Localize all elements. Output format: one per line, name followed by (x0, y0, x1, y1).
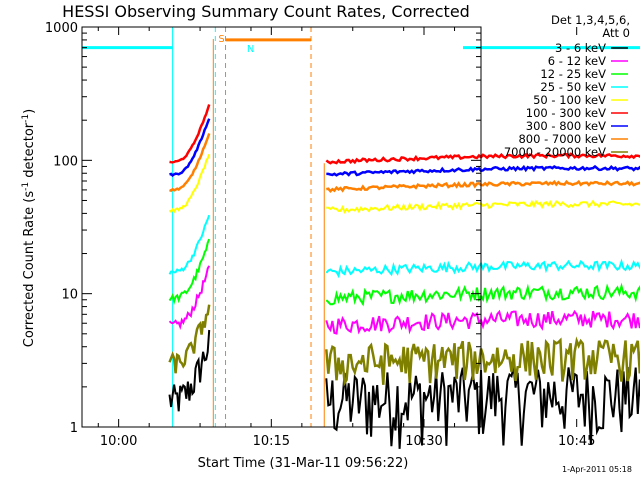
series-line-300to800kev (326, 164, 640, 177)
plot-frame (81, 26, 482, 428)
legend-label: 6 - 12 keV (548, 54, 606, 68)
legend-label: 25 - 50 keV (540, 80, 606, 94)
series-line-50to100kev-pre (168, 154, 211, 214)
y-tick-label: 1 (70, 421, 78, 436)
footer-date: 1-Apr-2011 05:18 (562, 465, 632, 474)
x-tick-label: 10:15 (253, 434, 290, 449)
legend-label: 7000 - 20000 keV (504, 145, 606, 159)
series-line-6to12kev-pre (168, 265, 211, 330)
series-line-3to6kev-pre (168, 329, 211, 412)
series-line-100to300kev (325, 152, 640, 165)
y-tick-label: 1000 (45, 21, 78, 36)
y-tick-label: 100 (53, 154, 78, 169)
legend-label: 100 - 300 keV (526, 106, 606, 120)
legend-label: 50 - 100 keV (533, 93, 606, 107)
saa-label: S (218, 34, 224, 45)
legend-header-line-1: Det 1,3,4,5,6, (551, 13, 630, 27)
series-line-25to50kev-pre (168, 214, 211, 275)
y-axis: 1 10 100 1000 (45, 21, 481, 436)
legend-label: 800 - 7000 keV (518, 132, 606, 146)
night-label: N (247, 44, 254, 55)
series-line-50to100kev (326, 199, 640, 214)
y-tick-label: 10 (61, 288, 78, 303)
legend-label: 12 - 25 keV (540, 67, 606, 81)
series-line-7000to20000kev-pre (168, 304, 211, 374)
series-line-100to300kev-pre (169, 104, 211, 164)
y-axis-label: Corrected Count Rate (s-1 detector-1) (21, 109, 37, 347)
x-tick-label: 10:45 (558, 434, 595, 449)
series-line-6to12kev (325, 309, 640, 335)
series-line-7000to20000kev (325, 336, 640, 387)
chart-title: HESSI Observing Summary Count Rates, Cor… (62, 2, 470, 21)
series-line-12to25kev (325, 282, 640, 307)
plot-marks: SN (82, 27, 640, 449)
x-axis-label: Start Time (31-Mar-11 09:56:22) (198, 456, 409, 471)
legend-header-line-2: Att 0 (602, 26, 630, 40)
series-line-300to800kev-pre (169, 118, 211, 178)
x-tick-label: 10:00 (100, 434, 137, 449)
series-line-800to7000kev-pre (169, 133, 211, 193)
series-line-12to25kev-pre (168, 238, 211, 306)
x-tick-label: 10:30 (405, 434, 442, 449)
series-line-800to7000kev (326, 179, 640, 194)
legend-label: 3 - 6 keV (555, 41, 606, 55)
series-line-25to50kev (325, 258, 640, 279)
legend-label: 300 - 800 keV (526, 119, 606, 133)
